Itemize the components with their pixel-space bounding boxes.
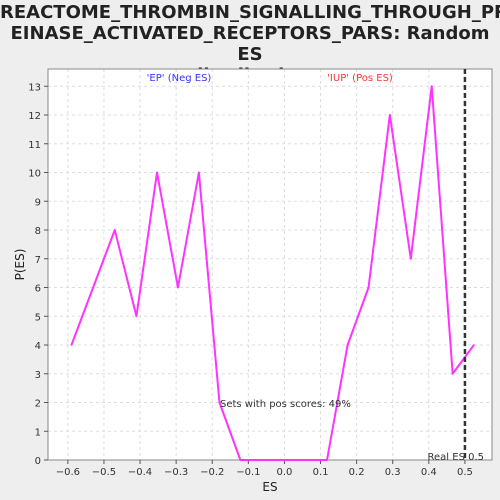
data-point bbox=[346, 344, 349, 346]
data-point bbox=[177, 286, 179, 289]
data-point bbox=[430, 85, 433, 88]
data-point bbox=[135, 315, 138, 318]
data-point bbox=[70, 344, 73, 346]
y-tick-label: 12 bbox=[28, 111, 41, 122]
x-axis-label: ES bbox=[262, 480, 277, 494]
x-tick-label: −0.4 bbox=[128, 467, 152, 478]
y-tick-label: 4 bbox=[35, 341, 41, 352]
x-tick-label: 0.1 bbox=[313, 467, 329, 478]
x-tick-label: 0.2 bbox=[349, 467, 365, 478]
pos-es-label: 'IUP' (Pos ES) bbox=[327, 73, 393, 84]
x-tick-label: −0.3 bbox=[164, 467, 188, 478]
plot-area bbox=[48, 69, 492, 460]
data-point bbox=[239, 459, 242, 461]
data-point bbox=[156, 171, 158, 174]
y-tick-label: 8 bbox=[35, 226, 41, 237]
x-tick-label: 0.0 bbox=[276, 467, 292, 478]
data-point bbox=[260, 459, 263, 461]
annotations: 'EP' (Neg ES) 'IUP' (Pos ES) Sets with pos… bbox=[147, 69, 484, 463]
series-layer bbox=[70, 85, 475, 461]
data-point bbox=[326, 459, 328, 461]
y-tick-label: 2 bbox=[35, 399, 41, 410]
chart-title: REACTOME_THROMBIN_SIGNALLING_THROUGH_PRO… bbox=[0, 2, 500, 86]
data-point bbox=[198, 171, 200, 174]
data-point bbox=[113, 229, 116, 231]
data-point bbox=[473, 344, 475, 346]
pos-scores-label: Sets with pos scores: 49% bbox=[220, 399, 351, 410]
x-tick-label: 0.4 bbox=[421, 467, 437, 478]
axes: −0.6 −0.5 −0.4 −0.3 −0.2 −0.1 0.0 0.1 0.2 0.3 0.4 0… bbox=[13, 68, 493, 494]
x-tick-label: −0.5 bbox=[92, 467, 116, 478]
y-tick-label: 6 bbox=[35, 284, 41, 295]
x-tick-label: 0.5 bbox=[457, 467, 473, 478]
grid-lines bbox=[48, 69, 492, 461]
neg-es-label: 'EP' (Neg ES) bbox=[147, 73, 212, 84]
x-tick-label: −0.6 bbox=[56, 467, 80, 478]
y-tick-label: 3 bbox=[35, 370, 41, 381]
y-tick-label: 0 bbox=[35, 456, 41, 467]
data-point bbox=[409, 257, 412, 260]
y-tick-label: 13 bbox=[28, 82, 41, 93]
data-point bbox=[283, 459, 286, 461]
y-tick-label: 5 bbox=[35, 312, 41, 323]
y-tick-label: 7 bbox=[35, 255, 41, 266]
x-tick-label: −0.2 bbox=[200, 467, 224, 478]
y-tick-label: 10 bbox=[28, 169, 41, 180]
y-tick-label: 11 bbox=[28, 140, 41, 151]
y-tick-label: 9 bbox=[35, 197, 41, 208]
x-tick-label: 0.3 bbox=[385, 467, 401, 478]
data-point bbox=[389, 114, 391, 116]
real-es-label: Real ES 0.5 bbox=[428, 452, 484, 463]
data-point bbox=[218, 401, 221, 404]
y-axis-label: P(ES) bbox=[13, 249, 27, 281]
data-point bbox=[451, 372, 454, 375]
data-point bbox=[305, 459, 307, 461]
x-tick-label: −0.1 bbox=[236, 467, 260, 478]
y-tick-label: 1 bbox=[35, 427, 41, 438]
data-point bbox=[367, 286, 370, 289]
